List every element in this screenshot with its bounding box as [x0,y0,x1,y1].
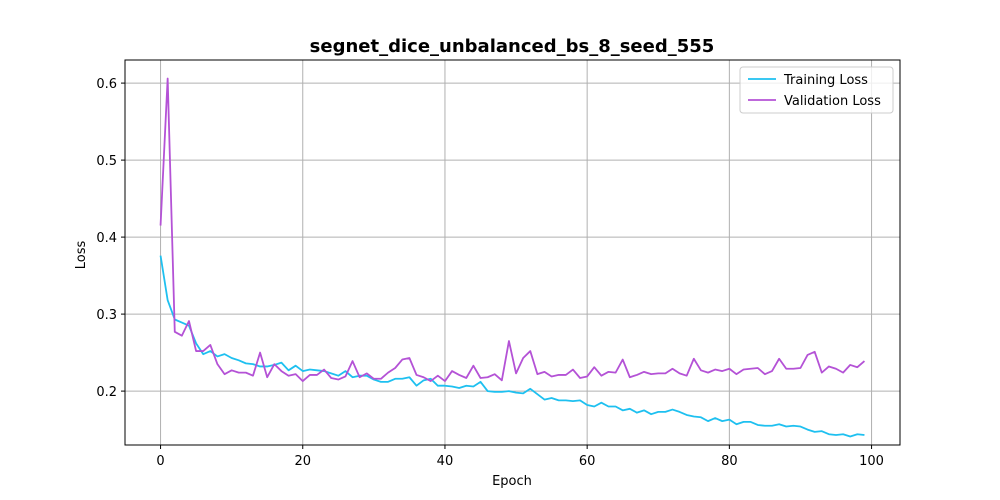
x-tick-label: 80 [721,454,738,469]
legend-label-training-loss: Training Loss [783,73,868,88]
plot-frame [124,59,901,446]
legend-label-validation-loss: Validation Loss [784,94,881,109]
x-tick-label: 100 [859,454,884,469]
tick-layer: 0 20 40 60 80 100 0.2 0.3 0.4 0.5 0.6 [96,77,884,469]
y-tick-label: 0.4 [96,231,117,246]
validation-loss-line [159,77,866,382]
x-tick-label: 20 [294,454,311,469]
y-axis-label: Loss [74,241,89,270]
legend: Training Loss Validation Loss [739,66,894,114]
y-tick-label: 0.5 [96,154,117,169]
y-tick-label: 0.6 [96,77,117,92]
chart-title: segnet_dice_unbalanced_bs_8_seed_555 [310,36,715,57]
x-tick-label: 40 [437,454,454,469]
y-tick-label: 0.2 [96,385,117,400]
legend-box [739,66,894,114]
series-layer [159,77,866,438]
x-axis-label: Epoch [492,474,532,489]
y-tick-label: 0.3 [96,308,117,323]
x-tick-label: 60 [579,454,596,469]
x-tick-label: 0 [156,454,164,469]
training-loss-line [159,255,865,438]
